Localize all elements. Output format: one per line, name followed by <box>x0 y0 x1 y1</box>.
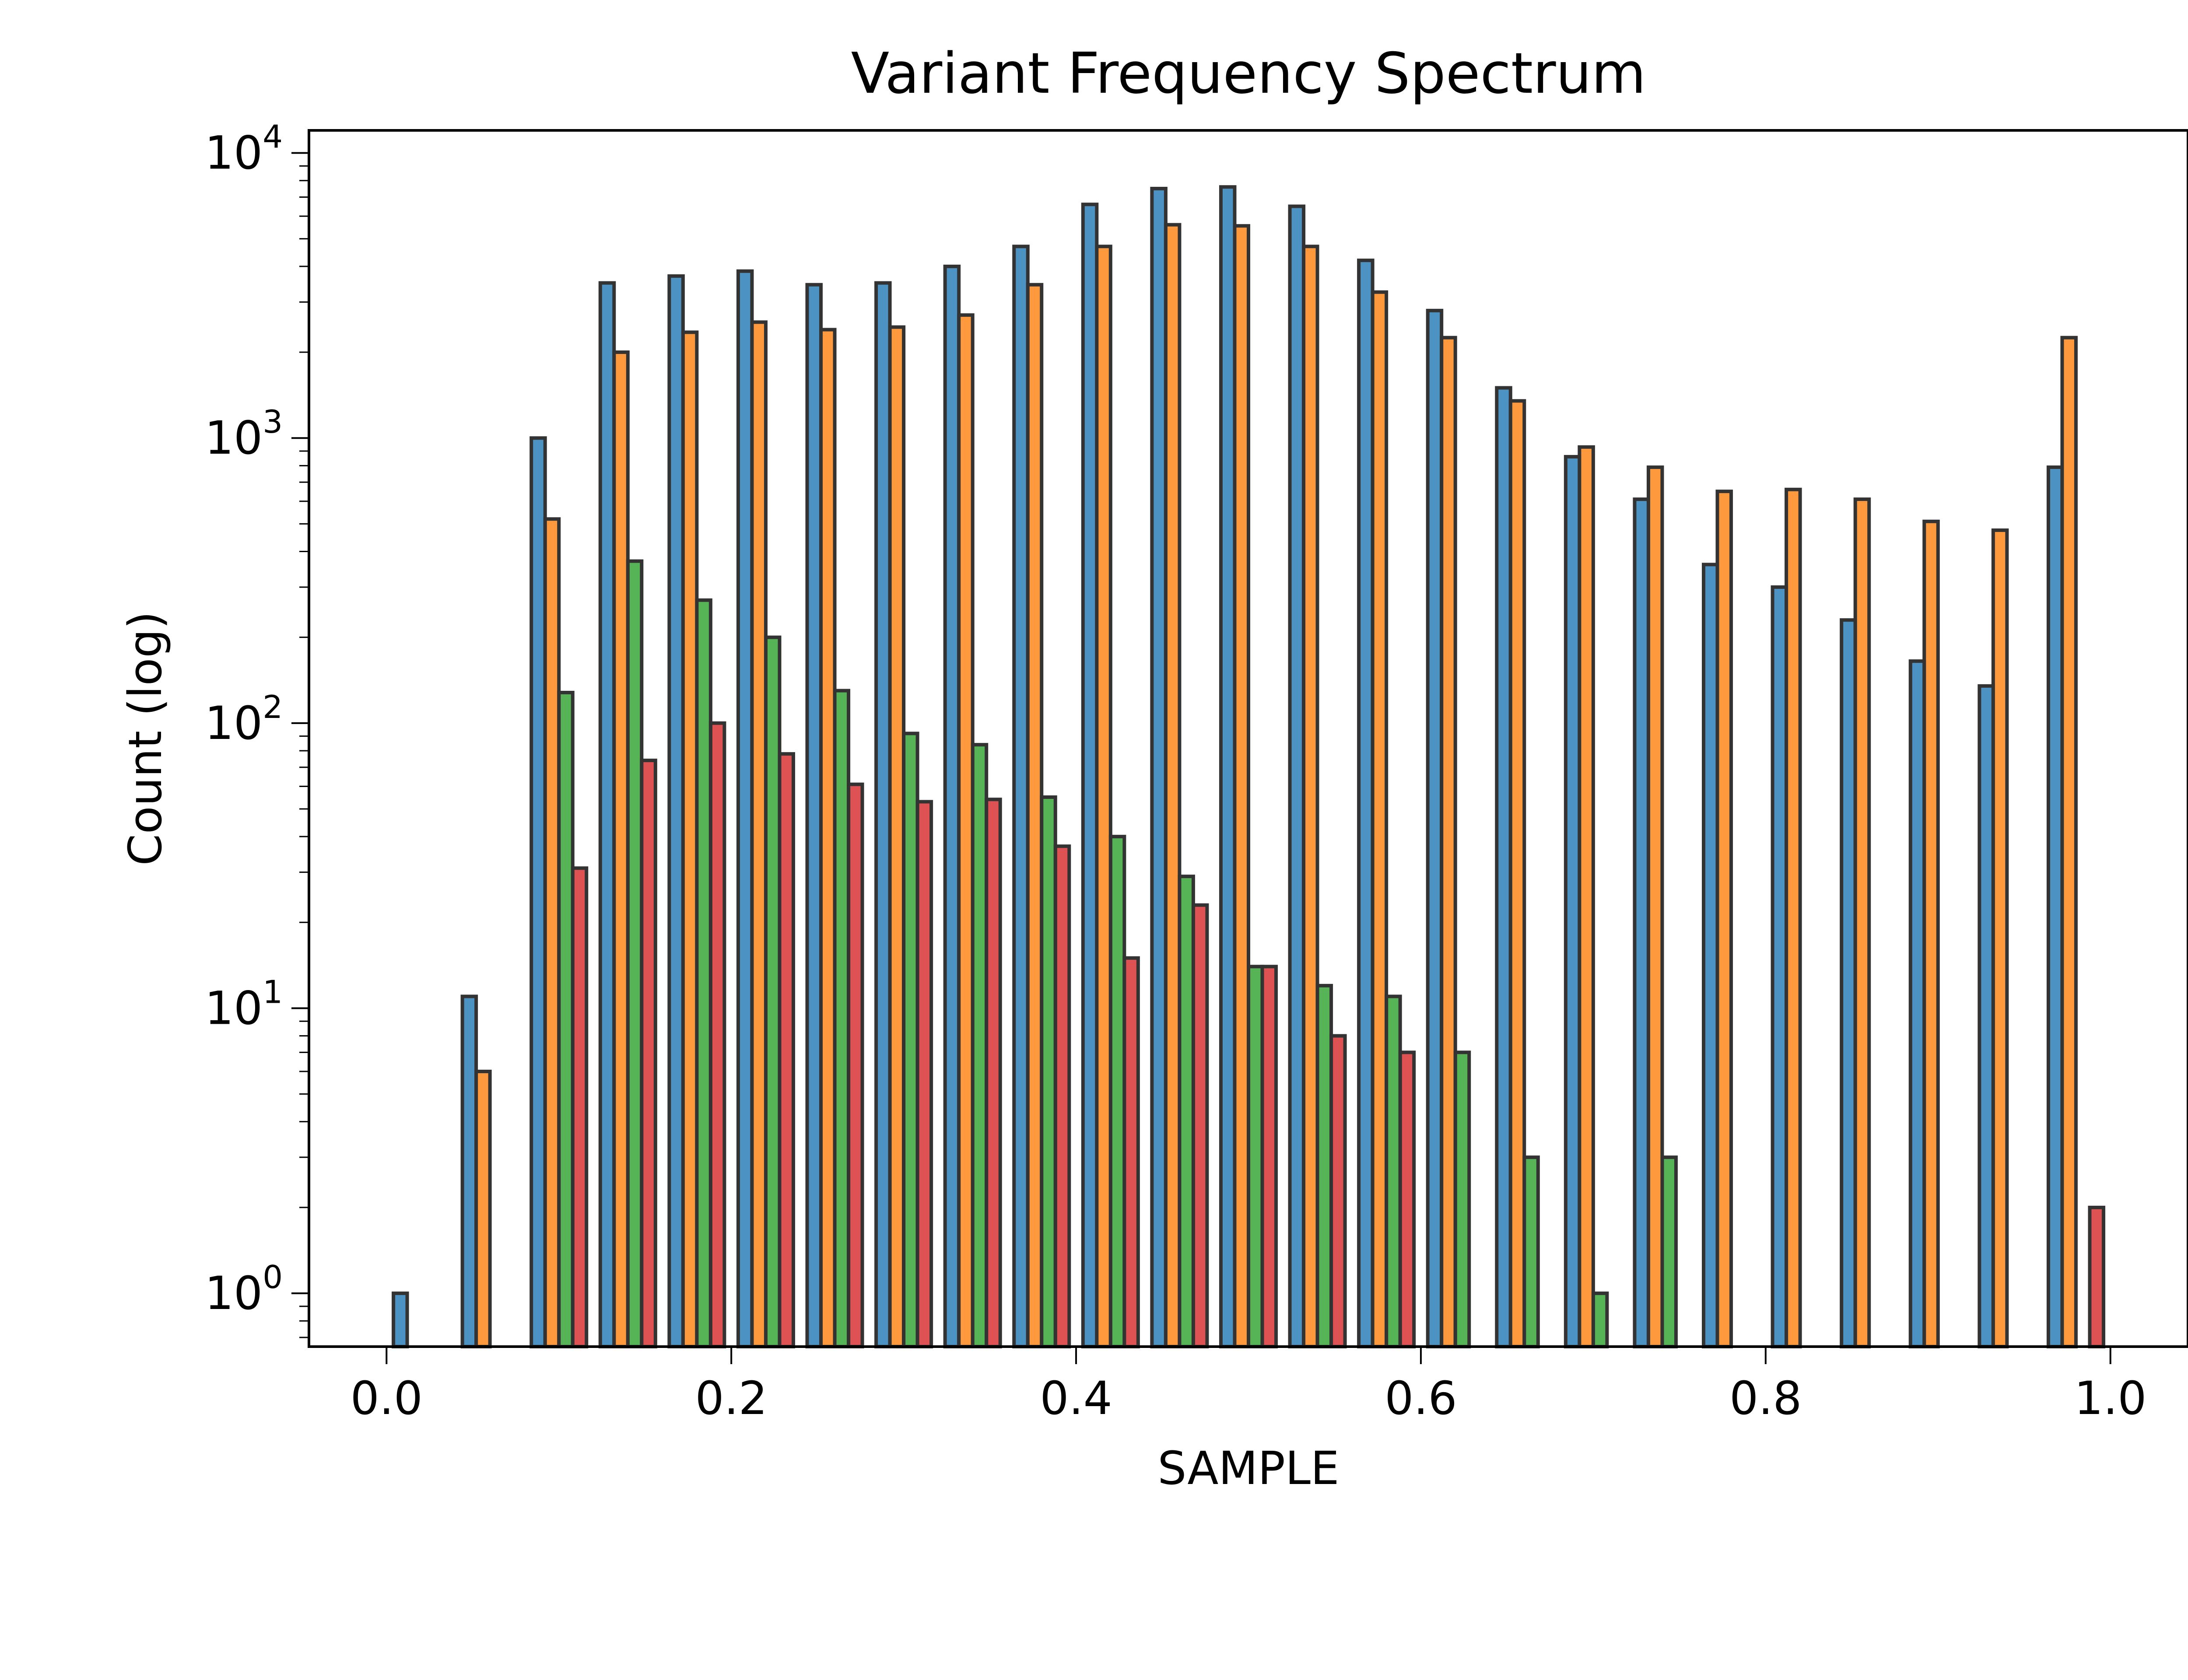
bar-series1-bin17 <box>1495 386 1512 1348</box>
x-tick-label-0: 0.0 <box>351 1372 423 1425</box>
bar-series2-bin12 <box>1164 223 1182 1349</box>
bar-series3-bin6 <box>764 635 782 1348</box>
x-tick-label-1: 0.2 <box>695 1372 767 1425</box>
bar-series1-bin16 <box>1426 308 1444 1349</box>
bar-series1-bin14 <box>1288 204 1306 1349</box>
bar-series1-bin4 <box>598 281 616 1348</box>
bar-series4-bin3 <box>571 866 589 1348</box>
chart-title: Variant Frequency Spectrum <box>851 41 1646 106</box>
bar-series3-bin17 <box>1522 1155 1540 1348</box>
bar-series4-bin12 <box>1191 903 1209 1349</box>
bar-series2-bin5 <box>681 330 699 1348</box>
bar-series3-bin12 <box>1178 875 1195 1348</box>
bar-series1-bin25 <box>2046 465 2064 1348</box>
bars-layer <box>392 185 2105 1349</box>
bar-series3-bin5 <box>695 598 712 1348</box>
plot-frame <box>308 129 2188 1348</box>
y-axis-ticks: 100 101 102 103 104 <box>205 119 309 1338</box>
bar-series1-bin3 <box>529 436 547 1348</box>
bar-series3-bin15 <box>1385 994 1402 1348</box>
bar-series2-bin11 <box>1095 245 1112 1348</box>
bar-series2-bin24 <box>1991 528 2009 1348</box>
bar-series1-bin1 <box>392 1292 409 1348</box>
x-axis-label: SAMPLE <box>1157 1442 1339 1495</box>
bar-series2-bin14 <box>1302 245 1319 1348</box>
bar-series2-bin13 <box>1233 224 1250 1349</box>
bar-series1-bin19 <box>1633 497 1650 1348</box>
bar-series2-bin21 <box>1785 487 1802 1348</box>
y-axis-label: Count (log) <box>119 611 172 866</box>
bar-series2-bin7 <box>819 328 837 1348</box>
bar-series3-bin13 <box>1247 965 1264 1348</box>
bar-series2-bin25 <box>2060 336 2078 1348</box>
bar-series1-bin8 <box>874 281 892 1348</box>
bar-series1-bin11 <box>1081 203 1099 1348</box>
bar-series4-bin9 <box>985 798 1002 1348</box>
bar-series2-bin9 <box>957 313 975 1348</box>
bar-series1-bin24 <box>1978 684 1995 1348</box>
bar-series3-bin18 <box>1591 1292 1609 1348</box>
x-tick-label-5: 1.0 <box>2074 1372 2146 1425</box>
bar-series1-bin13 <box>1219 185 1237 1349</box>
bar-series2-bin19 <box>1646 465 1664 1348</box>
bar-series2-bin2 <box>474 1070 492 1348</box>
bar-series2-bin22 <box>1853 497 1871 1348</box>
y-tick-label-3: 103 <box>205 403 283 465</box>
bar-series4-bin15 <box>1398 1050 1416 1348</box>
bar-series2-bin16 <box>1440 336 1457 1348</box>
bar-series2-bin3 <box>543 517 561 1348</box>
bar-series4-bin13 <box>1260 965 1278 1348</box>
bar-series3-bin10 <box>1040 795 1057 1348</box>
y-tick-label-0: 100 <box>205 1259 283 1320</box>
bar-series3-bin14 <box>1315 984 1333 1348</box>
y-tick-label-4: 104 <box>205 119 283 180</box>
bar-series4-bin7 <box>847 782 864 1348</box>
bar-series1-bin10 <box>1012 245 1030 1348</box>
bar-series2-bin15 <box>1371 290 1389 1348</box>
x-tick-label-3: 0.6 <box>1385 1372 1457 1425</box>
bar-series2-bin4 <box>612 350 630 1349</box>
y-tick-label-1: 101 <box>205 973 283 1035</box>
bar-series4-bin25 <box>2088 1205 2105 1349</box>
bar-series2-bin10 <box>1026 283 1044 1349</box>
bar-series4-bin10 <box>1053 844 1071 1348</box>
bar-series2-bin8 <box>888 325 906 1348</box>
bar-series3-bin19 <box>1660 1155 1678 1348</box>
bar-series4-bin14 <box>1329 1034 1347 1349</box>
x-tick-label-2: 0.4 <box>1040 1372 1112 1425</box>
bar-series1-bin7 <box>805 283 823 1349</box>
bar-series3-bin16 <box>1453 1050 1471 1348</box>
bar-series1-bin15 <box>1357 259 1375 1348</box>
bar-series2-bin6 <box>750 320 768 1349</box>
bar-series1-bin22 <box>1840 618 1857 1348</box>
bar-series1-bin2 <box>460 994 478 1348</box>
bar-series3-bin7 <box>833 689 851 1348</box>
bar-series3-bin4 <box>626 559 644 1348</box>
bar-series3-bin3 <box>557 690 575 1348</box>
bar-series1-bin20 <box>1702 563 1719 1348</box>
bar-series4-bin11 <box>1122 956 1140 1349</box>
bar-series1-bin9 <box>943 264 961 1349</box>
y-tick-label-2: 102 <box>205 689 283 750</box>
bar-series4-bin6 <box>778 752 795 1348</box>
bar-series3-bin8 <box>902 732 919 1348</box>
bar-series1-bin23 <box>1908 659 1926 1348</box>
bar-series1-bin5 <box>667 274 685 1348</box>
bar-series2-bin17 <box>1508 399 1526 1348</box>
bar-series3-bin11 <box>1108 835 1126 1348</box>
x-axis-ticks: 0.0 0.2 0.4 0.6 0.8 1.0 <box>351 1347 2146 1425</box>
bar-series4-bin4 <box>640 759 657 1348</box>
bar-series1-bin6 <box>736 269 754 1349</box>
bar-series4-bin5 <box>708 721 726 1348</box>
bar-series4-bin8 <box>915 800 933 1348</box>
bar-series2-bin20 <box>1715 490 1733 1348</box>
bar-series1-bin21 <box>1771 585 1788 1348</box>
bar-series1-bin18 <box>1564 455 1581 1348</box>
bar-series1-bin12 <box>1150 187 1168 1349</box>
x-tick-label-4: 0.8 <box>1729 1372 1802 1425</box>
bar-series3-bin9 <box>971 743 989 1348</box>
bar-series2-bin18 <box>1578 445 1595 1348</box>
bar-series2-bin23 <box>1922 519 1940 1348</box>
